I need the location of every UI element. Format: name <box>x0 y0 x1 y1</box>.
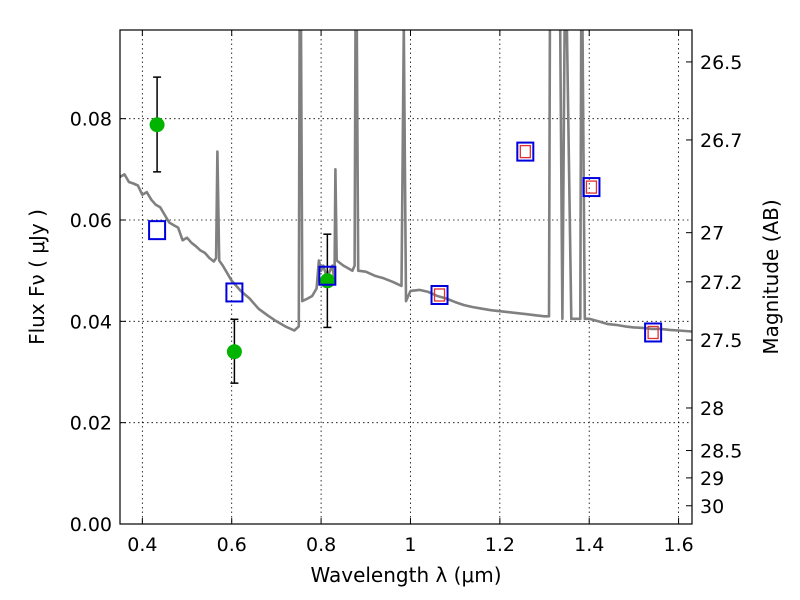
x-tick-label: 1.4 <box>574 534 604 556</box>
observed-flux-point <box>226 344 242 360</box>
x-tick-label: 0.4 <box>127 534 157 556</box>
photometry-markers <box>148 76 663 384</box>
model-spectrum-series <box>120 30 692 333</box>
model-flux-inner-square <box>519 144 531 159</box>
y2-tick-label: 27.5 <box>700 330 742 352</box>
x-axis-title: Wavelength λ (μm) <box>310 563 501 587</box>
model-flux-square <box>318 265 337 286</box>
y-axis-title: Flux Fν ( μJy ) <box>25 209 49 345</box>
y2-tick-label: 29 <box>700 468 724 490</box>
x-tick-label: 0.6 <box>217 534 247 556</box>
model-flux-square <box>582 177 601 198</box>
x-tick-label: 0.8 <box>306 534 336 556</box>
plot-frame <box>119 29 693 525</box>
y-tick-label: 0.06 <box>70 210 112 232</box>
x-tick-label: 1.6 <box>663 534 693 556</box>
y2-tick-label: 26.5 <box>700 52 742 74</box>
y-tick-label: 0.02 <box>70 413 112 435</box>
y2-tick-label: 30 <box>700 496 724 518</box>
model-flux-inner-square <box>647 325 659 340</box>
y2-tick-label: 27 <box>700 223 724 245</box>
model-flux-square <box>430 284 449 305</box>
model-flux-inner-square <box>585 180 598 194</box>
model-flux-square <box>148 220 167 241</box>
y2-axis-title: Magnitude (AB) <box>759 199 783 354</box>
y-tick-label: 0.08 <box>70 109 112 131</box>
model-flux-square <box>516 141 535 162</box>
y-tick-label: 0.00 <box>70 514 112 536</box>
model-flux-square <box>225 282 244 303</box>
x-tick-label: 1 <box>404 534 416 556</box>
x-tick-label: 1.2 <box>485 534 515 556</box>
y2-tick-label: 26.7 <box>700 130 742 152</box>
axis-ticks: 0.4 0.6 0.8 1 1.2 1.4 1.6 0.00 0.02 0.04 0.06 0.08 2… <box>70 30 742 556</box>
model-spectrum-line <box>120 30 692 333</box>
y-tick-label: 0.04 <box>70 311 112 333</box>
observed-flux-point <box>149 117 165 133</box>
y2-tick-label: 27.2 <box>700 272 742 294</box>
model-flux-inner-square <box>433 288 446 302</box>
model-flux-square <box>644 322 663 343</box>
y2-tick-label: 28 <box>700 398 724 420</box>
observed-flux-point <box>319 273 335 289</box>
y2-tick-label: 28.5 <box>700 441 742 463</box>
